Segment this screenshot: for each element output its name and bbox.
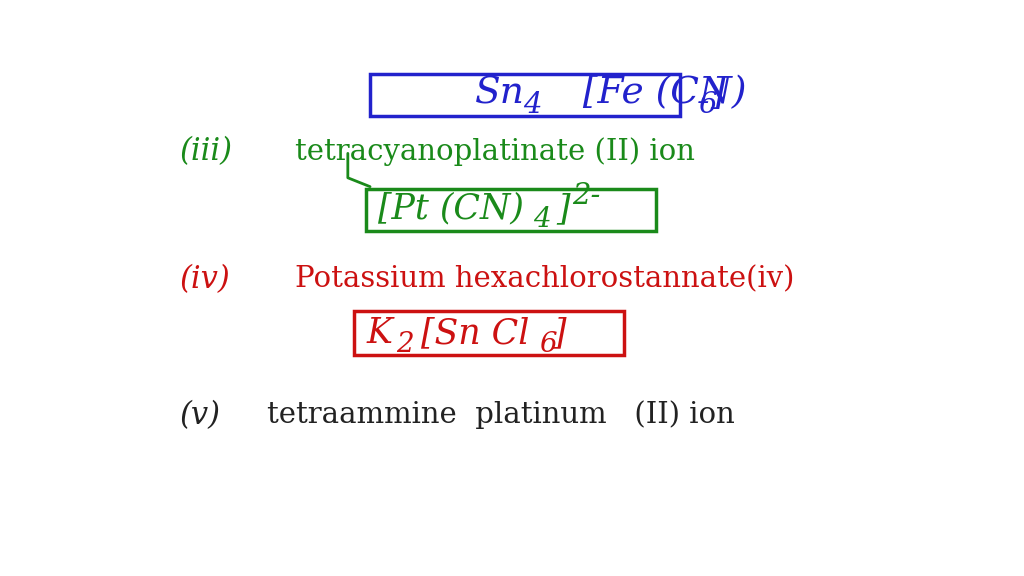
Text: [Fe (CN): [Fe (CN): [570, 75, 746, 112]
Text: 4: 4: [523, 90, 542, 119]
Bar: [354, 311, 624, 355]
Text: ]: ]: [711, 75, 725, 112]
Text: Potassium hexachlorostannate(iv): Potassium hexachlorostannate(iv): [295, 266, 794, 294]
Text: (iv): (iv): [179, 264, 230, 295]
Text: K: K: [367, 316, 392, 350]
Text: [Pt (CN): [Pt (CN): [378, 192, 524, 226]
Text: Sn: Sn: [475, 75, 524, 112]
Text: 4: 4: [532, 206, 550, 233]
Bar: [370, 74, 680, 116]
Text: ]: ]: [546, 192, 570, 226]
Text: 6: 6: [697, 90, 717, 119]
Text: 6: 6: [539, 331, 557, 358]
Text: 2: 2: [396, 331, 414, 358]
Text: (iii): (iii): [179, 136, 232, 166]
Text: 2-: 2-: [572, 181, 601, 210]
Text: tetracyanoplatinate (II) ion: tetracyanoplatinate (II) ion: [295, 137, 694, 165]
Text: ]: ]: [553, 316, 566, 350]
Text: (v): (v): [179, 400, 220, 431]
Text: [Sn Cl: [Sn Cl: [410, 316, 529, 350]
Bar: [367, 189, 655, 231]
Text: tetraammine  platinum   (II) ion: tetraammine platinum (II) ion: [267, 401, 734, 430]
